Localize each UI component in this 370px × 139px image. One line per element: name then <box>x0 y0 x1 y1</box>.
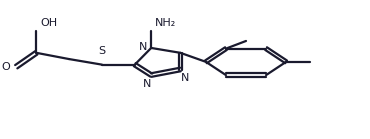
Text: N: N <box>138 42 147 52</box>
Text: N: N <box>142 79 151 89</box>
Text: S: S <box>98 46 105 56</box>
Text: O: O <box>1 62 10 72</box>
Text: N: N <box>181 73 189 83</box>
Text: OH: OH <box>41 18 58 28</box>
Text: NH₂: NH₂ <box>155 18 176 28</box>
